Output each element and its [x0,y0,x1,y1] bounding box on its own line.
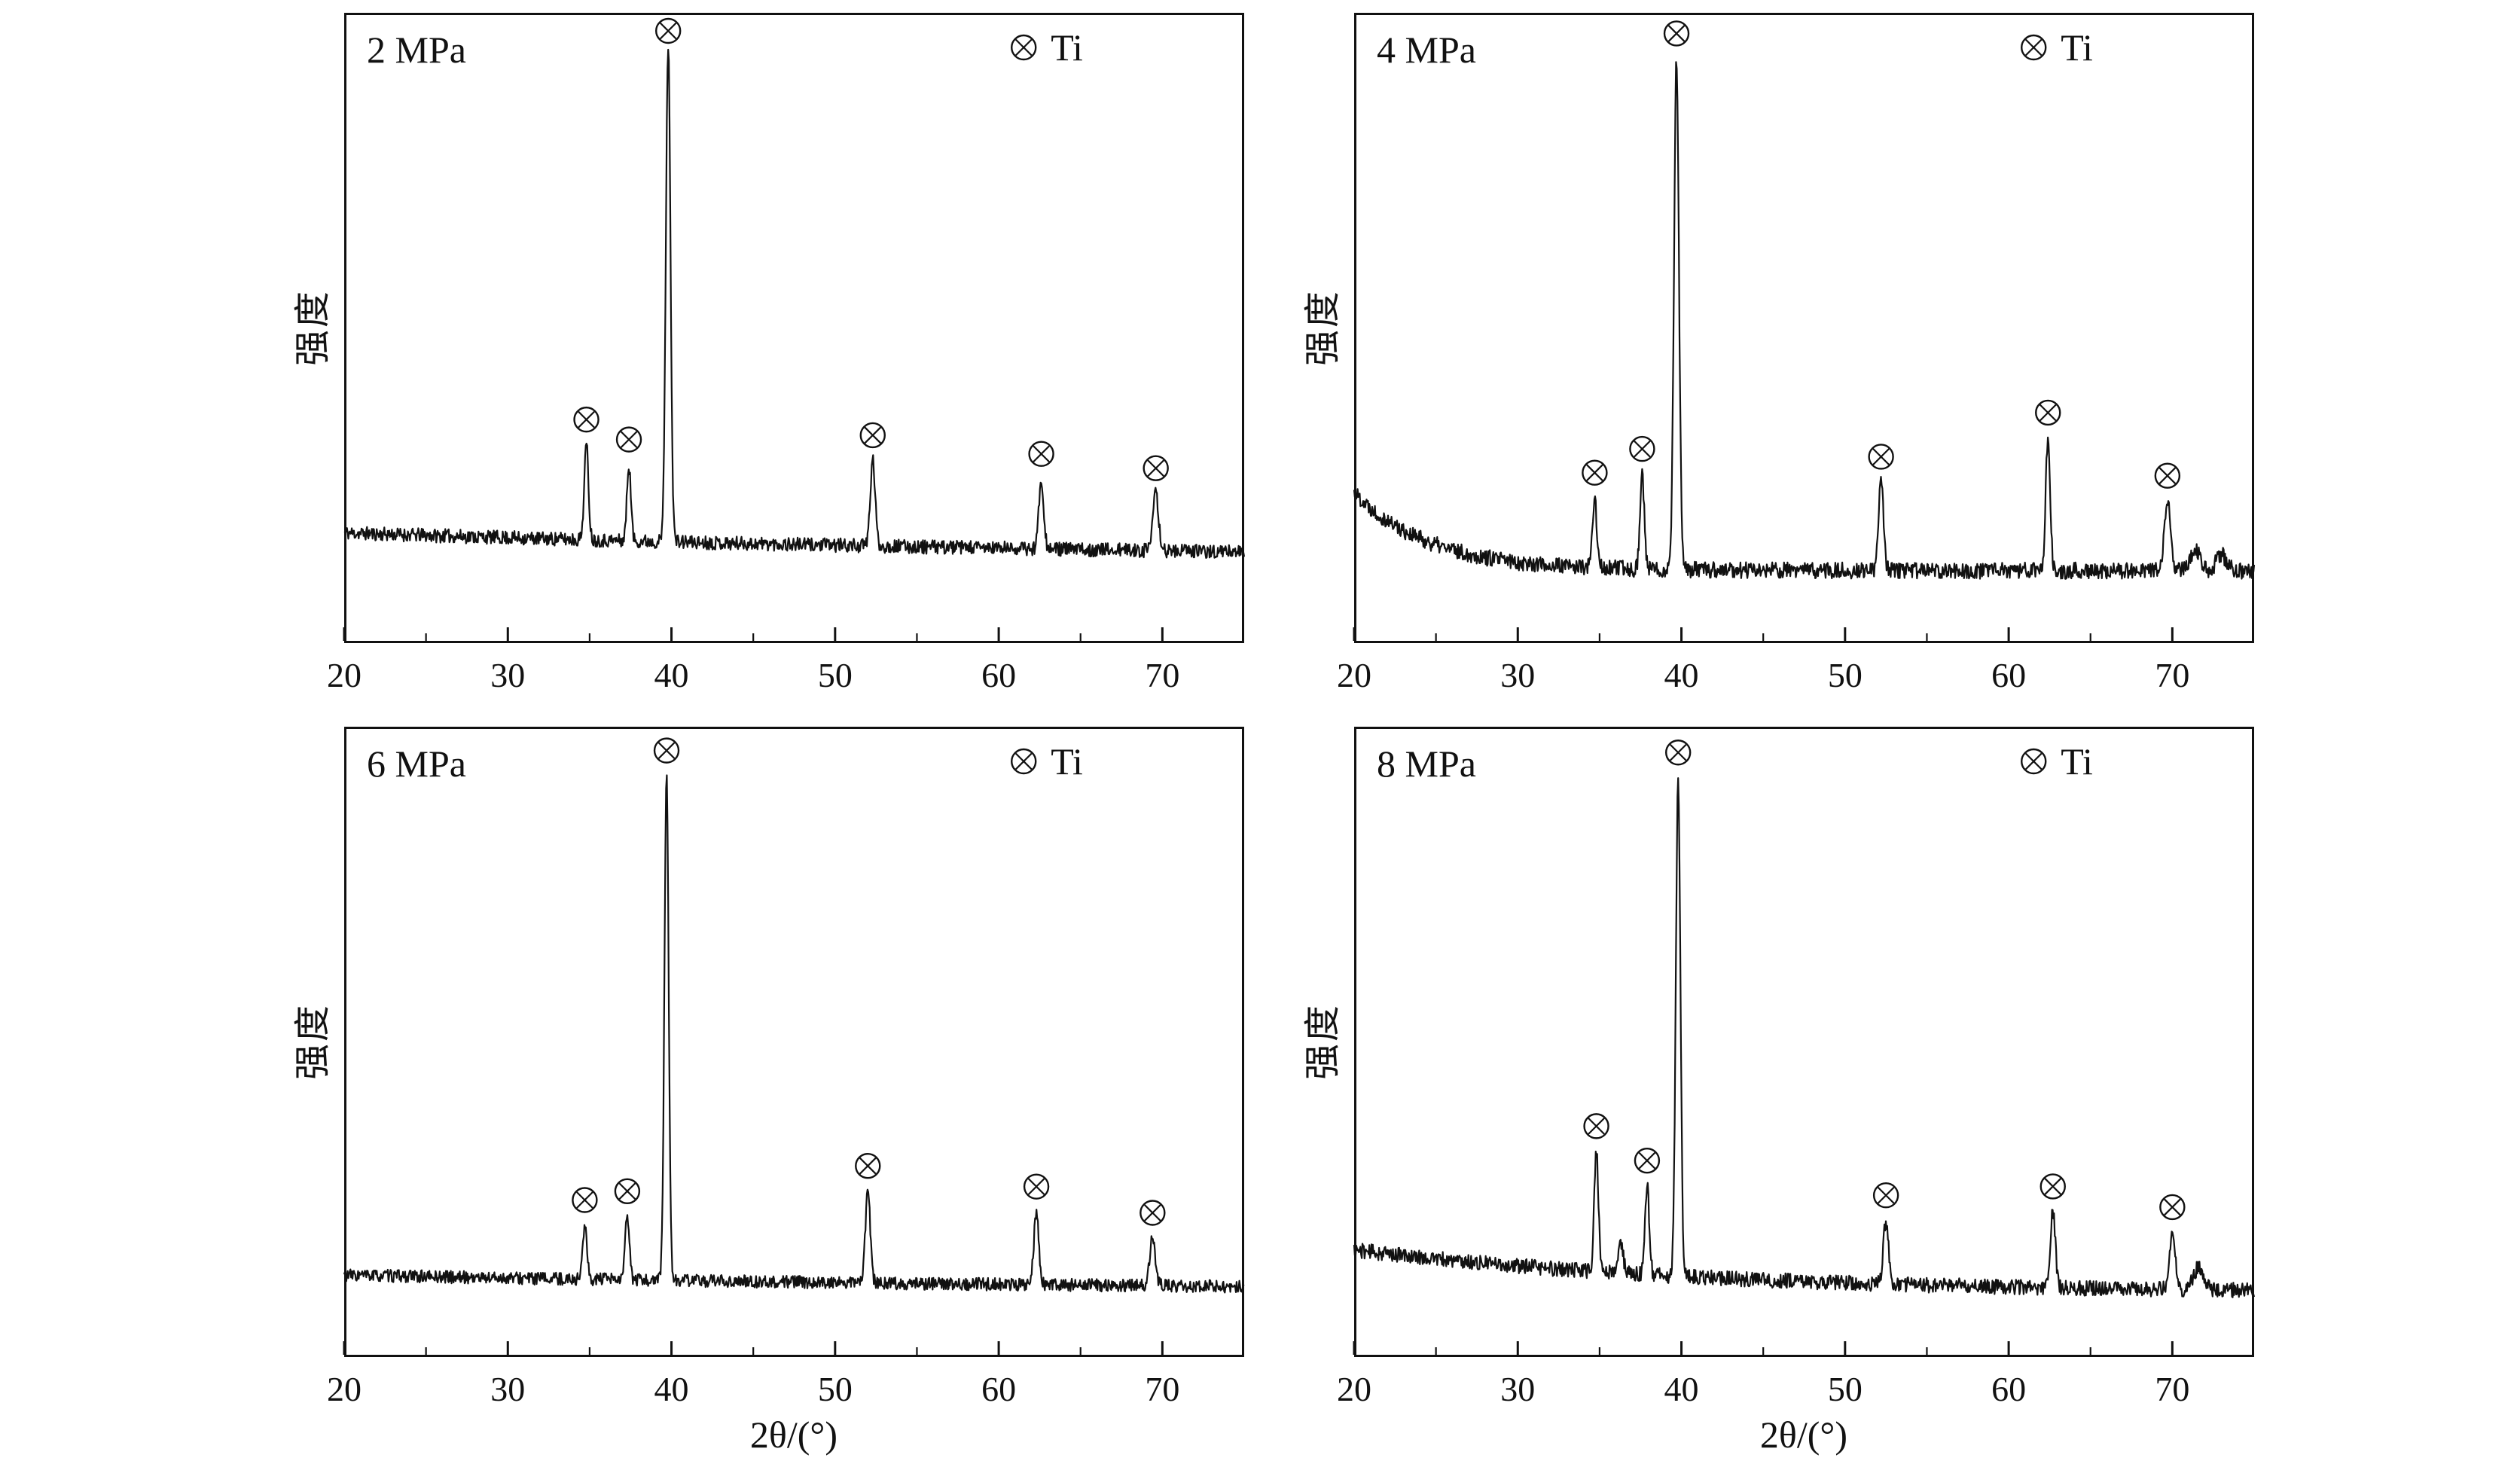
ti-marker-icon [2021,34,2047,61]
x-tick-label: 30 [1500,1370,1535,1408]
x-tick-label: 50 [1828,1370,1863,1408]
legend-label: Ti [1051,26,1083,69]
legend-label: Ti [2061,26,2093,69]
panel-pressure-label: 8 MPa [1377,743,1476,785]
x-tick-label: 40 [654,656,689,694]
x-tick-label: 50 [818,1370,853,1408]
xrd-plot-top-left: 20 30 40 50 60 70 2 MPa Ti [327,13,1246,694]
ti-marker-icon [1139,1200,1166,1226]
x-tick-label: 60 [1991,656,2026,694]
y-axis-label: 强度 [293,1003,333,1081]
ti-marker-icon [2154,462,2181,489]
ti-marker-icon [1028,441,1054,467]
panel-pressure-label: 6 MPa [367,743,466,785]
ti-marker-icon [2035,399,2061,426]
x-tick-label: 30 [490,1370,525,1408]
x-tick-label: 70 [1145,656,1179,694]
ti-marker-icon [653,737,680,764]
ti-marker-icon [655,17,682,44]
y-axis-label: 强度 [1303,1003,1343,1081]
ti-marker-icon [2021,748,2047,775]
xrd-trace [343,48,1246,559]
ti-marker-icon [2039,1173,2066,1200]
panel-pressure-label: 2 MPa [367,29,466,71]
x-tick-label: 30 [1500,656,1535,694]
ti-marker-icon [2159,1194,2186,1221]
y-axis-label: 强度 [1303,289,1343,367]
x-tick-label: 20 [1337,656,1371,694]
ti-marker-icon [1583,1113,1609,1139]
x-tick-label: 60 [1991,1370,2026,1408]
ti-marker-icon [1872,1182,1899,1209]
ti-marker-icon [1634,1147,1661,1174]
ti-marker-icon [859,422,886,449]
plot-border [1354,727,2254,1357]
ti-marker-icon [1663,20,1690,47]
xrd-plot-bottom-left: 20 30 40 50 60 70 6 MPa Ti [327,727,1245,1408]
ti-marker-icon [1011,748,1037,775]
xrd-trace [1353,777,2256,1298]
ti-marker-icon [1629,435,1655,462]
plot-border [1354,13,2254,643]
x-tick-label: 40 [1664,656,1699,694]
ti-marker-icon [1023,1173,1050,1200]
xrd-plot-bottom-right: 20 30 40 50 60 70 8 MPa Ti [1337,727,2256,1408]
x-tick-label: 50 [818,656,853,694]
x-tick-label: 40 [654,1370,689,1408]
plot-border [344,727,1244,1357]
xrd-plot-top-right: 20 30 40 50 60 70 4 MPa Ti [1337,13,2256,694]
ti-marker-icon [1011,34,1037,61]
legend-label: Ti [2061,740,2093,782]
ti-marker-icon [1143,455,1169,481]
xrd-trace [343,774,1245,1294]
xrd-trace [1353,61,2256,580]
x-tick-label: 60 [981,1370,1016,1408]
panel-pressure-label: 4 MPa [1377,29,1476,71]
ti-marker-icon [572,1187,598,1213]
x-tick-label: 40 [1664,1370,1699,1408]
x-tick-label: 20 [327,1370,362,1408]
legend-label: Ti [1051,740,1083,782]
y-axis-label: 强度 [293,289,333,367]
ti-marker-icon [1868,444,1894,470]
ti-marker-icon [855,1153,881,1179]
x-tick-label: 30 [490,656,525,694]
ti-marker-icon [615,426,642,453]
ti-marker-icon [614,1178,641,1204]
x-tick-label: 50 [1828,656,1863,694]
x-tick-label: 70 [1145,1370,1179,1408]
ti-marker-icon [1665,740,1692,766]
x-tick-label: 60 [981,656,1016,694]
x-tick-label: 20 [327,656,362,694]
x-axis-label: 2θ/(°) [1759,1414,1848,1456]
ti-marker-icon [573,406,599,433]
x-axis-label: 2θ/(°) [749,1414,838,1456]
ti-marker-icon [1582,459,1608,486]
plot-border [344,13,1244,643]
x-tick-label: 70 [2155,1370,2189,1408]
x-tick-label: 70 [2155,656,2189,694]
x-tick-label: 20 [1337,1370,1371,1408]
